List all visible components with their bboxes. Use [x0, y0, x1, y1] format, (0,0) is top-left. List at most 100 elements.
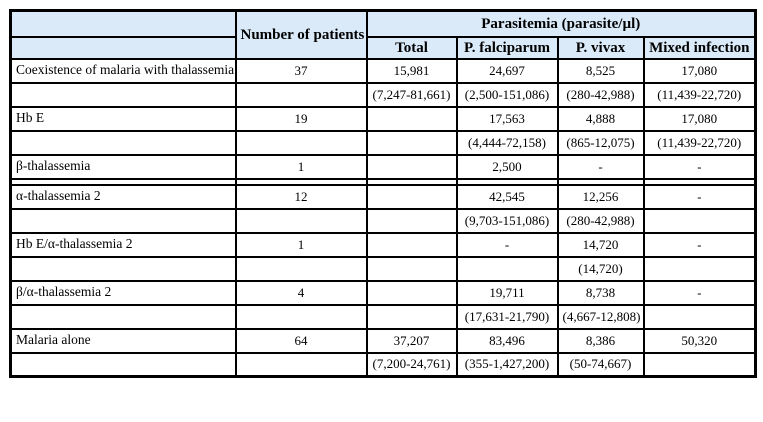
cell-mixed	[642, 177, 757, 186]
cell-label	[9, 207, 237, 234]
cell-label	[9, 81, 237, 108]
table-row: Coexistence of malaria with thalassemia 3…	[9, 57, 757, 84]
cell-falciparum: (2,500-151,086)	[455, 81, 559, 108]
cell-falciparum	[455, 255, 559, 282]
table-row: α-thalassemia 2 12 42,545 12,256-	[9, 183, 757, 210]
cell-label: α-thalassemia 2	[9, 183, 237, 210]
corner-header-bottom	[9, 35, 237, 60]
cell-vivax: 8,525	[556, 57, 645, 84]
cell-falciparum: 19,711	[455, 279, 559, 306]
cell-patients	[234, 351, 368, 378]
cell-falciparum: 17,563	[455, 105, 559, 132]
cell-mixed	[642, 303, 757, 330]
cell-patients	[234, 129, 368, 156]
cell-mixed	[642, 351, 757, 378]
cell-vivax: (280-42,988)	[556, 207, 645, 234]
cell-total	[365, 105, 458, 132]
column-header-total: Total	[365, 35, 458, 60]
cell-vivax: (14,720)	[556, 255, 645, 282]
cell-vivax: (865-12,075)	[556, 129, 645, 156]
table-header: Number of patients Parasitemia (parasite…	[9, 9, 757, 60]
table-row: (14,720)	[9, 255, 757, 282]
cell-falciparum: (4,444-72,158)	[455, 129, 559, 156]
cell-patients	[234, 177, 368, 186]
cell-patients	[234, 81, 368, 108]
cell-mixed: 17,080	[642, 57, 757, 84]
cell-total	[365, 207, 458, 234]
cell-vivax: (50-74,667)	[556, 351, 645, 378]
cell-label	[9, 351, 237, 378]
cell-label	[9, 255, 237, 282]
cell-total	[365, 153, 458, 180]
cell-total	[365, 279, 458, 306]
cell-falciparum: 83,496	[455, 327, 559, 354]
cell-patients: 19	[234, 105, 368, 132]
cell-falciparum: 42,545	[455, 183, 559, 210]
cell-patients	[234, 255, 368, 282]
table-row: (4,444-72,158) (865-12,075) (11,439-22,720…	[9, 129, 757, 156]
corner-header-top	[9, 9, 237, 38]
cell-vivax: (4,667-12,808)	[556, 303, 645, 330]
cell-mixed	[642, 207, 757, 234]
cell-vivax: 4,888	[556, 105, 645, 132]
cell-total: (7,247-81,661)	[365, 81, 458, 108]
parasitemia-table: Number of patients Parasitemia (parasite…	[9, 9, 758, 378]
cell-total	[365, 255, 458, 282]
cell-total: 15,981	[365, 57, 458, 84]
cell-vivax: -	[556, 153, 645, 180]
table-row: (17,631-21,790) (4,667-12,808)	[9, 303, 757, 330]
cell-label: Hb E	[9, 105, 237, 132]
cell-mixed	[642, 255, 757, 282]
cell-total	[365, 177, 458, 186]
cell-total	[365, 303, 458, 330]
cell-label: Hb E/α-thalassemia 2	[9, 231, 237, 258]
cell-label	[9, 303, 237, 330]
cell-total: (7,200-24,761)	[365, 351, 458, 378]
cell-mixed: (11,439-22,720)	[642, 81, 757, 108]
cell-label: Coexistence of malaria with thalassemia	[9, 57, 237, 84]
cell-patients	[234, 207, 368, 234]
cell-patients: 1	[234, 153, 368, 180]
cell-patients: 64	[234, 327, 368, 354]
cell-patients: 12	[234, 183, 368, 210]
table-body: Coexistence of malaria with thalassemia 3…	[9, 57, 757, 378]
cell-mixed: -	[642, 279, 757, 306]
cell-falciparum: (9,703-151,086)	[455, 207, 559, 234]
table-row: β/α-thalassemia 2 4 19,711 8,738-	[9, 279, 757, 306]
cell-falciparum: (17,631-21,790)	[455, 303, 559, 330]
column-header-vivax: P. vivax	[556, 35, 645, 60]
cell-mixed: -	[642, 231, 757, 258]
header-row-1: Number of patients Parasitemia (parasite…	[9, 9, 757, 60]
cell-falciparum: 2,500	[455, 153, 559, 180]
parasitemia-group-header: Parasitemia (parasite/µl)	[365, 9, 757, 38]
cell-patients	[234, 303, 368, 330]
cell-vivax: 8,386	[556, 327, 645, 354]
cell-mixed: 50,320	[642, 327, 757, 354]
cell-patients: 1	[234, 231, 368, 258]
cell-vivax: (280-42,988)	[556, 81, 645, 108]
table-row: Hb E/α-thalassemia 2 1 -14,720-	[9, 231, 757, 258]
header-row-2: Total P. falciparum P. vivax Mixed infec…	[9, 35, 757, 60]
cell-label: β/α-thalassemia 2	[9, 279, 237, 306]
patients-column-header: Number of patients	[234, 9, 368, 60]
cell-vivax: 14,720	[556, 231, 645, 258]
cell-vivax: 8,738	[556, 279, 645, 306]
cell-label: Malaria alone	[9, 327, 237, 354]
cell-label: β-thalassemia	[9, 153, 237, 180]
cell-falciparum	[455, 177, 559, 186]
cell-patients: 4	[234, 279, 368, 306]
column-header-falciparum: P. falciparum	[455, 35, 559, 60]
table-row: Malaria alone 64 37,207 83,496 8,386 50,320	[9, 327, 757, 354]
cell-total: 37,207	[365, 327, 458, 354]
cell-mixed: -	[642, 153, 757, 180]
table-row: β-thalassemia 1 2,500- -	[9, 153, 757, 180]
table-row: (7,247-81,661) (2,500-151,086) (280-42,988…	[9, 81, 757, 108]
cell-total	[365, 129, 458, 156]
table-row: Hb E 19 17,563 4,888 17,080	[9, 105, 757, 132]
cell-vivax: 12,256	[556, 183, 645, 210]
cell-falciparum: 24,697	[455, 57, 559, 84]
cell-label	[9, 129, 237, 156]
cell-patients: 37	[234, 57, 368, 84]
table-row: (9,703-151,086) (280-42,988)	[9, 207, 757, 234]
